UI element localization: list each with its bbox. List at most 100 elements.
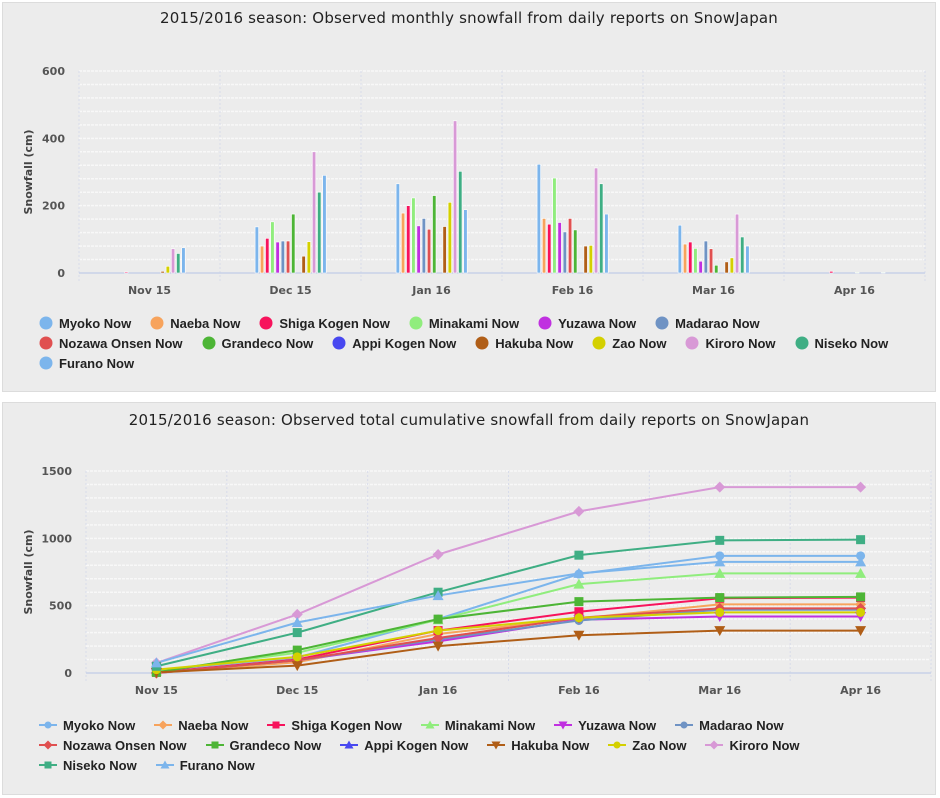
line-hakuba-now bbox=[156, 629, 861, 674]
point-furano-now bbox=[150, 657, 162, 668]
legend-marker-icon bbox=[409, 316, 423, 330]
legend-item-hakuba-now[interactable]: Hakuba Now bbox=[475, 334, 573, 352]
y-tick-label: 0 bbox=[57, 267, 65, 280]
legend-item-grandeco-now[interactable]: Grandeco Now bbox=[202, 334, 314, 352]
legend-marker-icon bbox=[272, 721, 280, 729]
legend-symbol-icon bbox=[155, 760, 174, 769]
bar-zao-now bbox=[729, 257, 734, 274]
bar-nozawa-onsen-now bbox=[285, 240, 291, 274]
legend-symbol-icon bbox=[39, 740, 57, 750]
legend-label: Kiroro Now bbox=[729, 737, 800, 753]
legend-item-minakami-now[interactable]: Minakami Now bbox=[420, 716, 535, 734]
point-zao-now bbox=[574, 613, 584, 623]
legend-symbol-icon bbox=[675, 721, 694, 729]
x-tick-label: Jan 16 bbox=[411, 284, 451, 297]
legend-symbol-icon bbox=[795, 336, 809, 350]
x-tick-label: Mar 16 bbox=[692, 284, 735, 297]
point-minakami-now bbox=[573, 578, 585, 589]
legend-item-niseko-now[interactable]: Niseko Now bbox=[795, 334, 888, 352]
x-tick-label: Apr 16 bbox=[834, 284, 875, 297]
bar-zao-now bbox=[447, 202, 452, 274]
legend-symbol-icon bbox=[409, 316, 423, 330]
point-hakuba-now bbox=[855, 626, 867, 637]
bar-furano-now bbox=[745, 245, 750, 274]
legend-item-appi-kogen-now[interactable]: Appi Kogen Now bbox=[340, 736, 468, 754]
legend-symbol-icon bbox=[39, 336, 53, 350]
bar-grandeco-now bbox=[573, 229, 578, 274]
bar-grandeco-now bbox=[291, 213, 296, 274]
legend-item-niseko-now[interactable]: Niseko Now bbox=[39, 756, 137, 774]
legend-label: Grandeco Now bbox=[221, 335, 314, 351]
legend-item-yuzawa-now[interactable]: Yuzawa Now bbox=[538, 314, 636, 332]
legend-label: Myoko Now bbox=[59, 315, 132, 331]
legend-symbol-icon bbox=[685, 336, 699, 350]
legend-label: Shiga Kogen Now bbox=[291, 717, 402, 733]
y-tick-label: 500 bbox=[49, 600, 72, 613]
x-tick-label: Feb 16 bbox=[558, 684, 600, 697]
legend-item-minakami-now[interactable]: Minakami Now bbox=[409, 314, 519, 332]
bar-naeba-now bbox=[541, 218, 547, 274]
legend-marker-icon bbox=[344, 740, 354, 749]
legend-label: Myoko Now bbox=[63, 717, 136, 733]
bar-zao-now bbox=[588, 245, 593, 274]
point-minakami-now bbox=[855, 567, 867, 578]
legend-item-shiga-kogen-now[interactable]: Shiga Kogen Now bbox=[267, 716, 402, 734]
legend-item-zao-now[interactable]: Zao Now bbox=[592, 334, 666, 352]
bar-niseko-now bbox=[458, 171, 463, 274]
bar-zao-now bbox=[306, 241, 311, 274]
legend-item-zao-now[interactable]: Zao Now bbox=[608, 736, 686, 754]
legend-label: Hakuba Now bbox=[511, 737, 590, 753]
legend-item-kiroro-now[interactable]: Kiroro Now bbox=[705, 736, 800, 754]
bar-hakuba-now bbox=[301, 255, 306, 274]
x-tick-label: Mar 16 bbox=[698, 684, 741, 697]
point-myoko-now bbox=[715, 551, 725, 561]
bar-yuzawa-now bbox=[557, 222, 562, 274]
legend-marker-icon bbox=[158, 720, 168, 730]
legend-item-yuzawa-now[interactable]: Yuzawa Now bbox=[554, 716, 656, 734]
chart-title: 2015/2016 season: Observed total cumulat… bbox=[128, 411, 810, 429]
x-tick-label: Nov 15 bbox=[135, 684, 178, 697]
bar-myoko-now bbox=[254, 226, 259, 274]
legend-label: Appi Kogen Now bbox=[352, 335, 457, 351]
bar-madarao-now bbox=[421, 218, 426, 274]
legend-item-grandeco-now[interactable]: Grandeco Now bbox=[205, 736, 321, 754]
legend-item-appi-kogen-now[interactable]: Appi Kogen Now bbox=[332, 334, 456, 352]
legend-symbol-icon bbox=[267, 721, 286, 729]
legend-item-nozawa-onsen-now[interactable]: Nozawa Onsen Now bbox=[39, 736, 187, 754]
legend-item-hakuba-now[interactable]: Hakuba Now bbox=[487, 736, 589, 754]
legend-item-myoko-now[interactable]: Myoko Now bbox=[39, 716, 135, 734]
line-kiroro-now bbox=[156, 486, 861, 664]
point-nozawa-onsen-now bbox=[432, 632, 444, 644]
legend-marker-icon bbox=[795, 336, 809, 350]
point-shiga-kogen-now bbox=[574, 607, 584, 617]
cumulative-snowfall-panel: 2015/2016 season: Observed total cumulat… bbox=[2, 402, 936, 795]
legend-item-furano-now[interactable]: Furano Now bbox=[155, 756, 255, 774]
point-furano-now bbox=[855, 556, 867, 567]
legend-marker-icon bbox=[655, 316, 669, 330]
legend-item-myoko-now[interactable]: Myoko Now bbox=[39, 314, 131, 332]
legend-label: Shiga Kogen Now bbox=[279, 315, 390, 331]
legend-item-naeba-now[interactable]: Naeba Now bbox=[150, 314, 240, 332]
legend-marker-icon bbox=[709, 740, 719, 750]
legend-marker-icon bbox=[44, 761, 52, 769]
legend-item-nozawa-onsen-now[interactable]: Nozawa Onsen Now bbox=[39, 334, 183, 352]
bar-furano-now bbox=[463, 209, 468, 274]
legend-item-naeba-now[interactable]: Naeba Now bbox=[154, 716, 248, 734]
legend-item-shiga-kogen-now[interactable]: Shiga Kogen Now bbox=[259, 314, 390, 332]
bar-kiroro-now bbox=[734, 213, 740, 274]
legend-item-madarao-now[interactable]: Madarao Now bbox=[675, 716, 784, 734]
bar-madarao-now bbox=[280, 240, 285, 274]
legend-marker-icon bbox=[39, 316, 53, 330]
legend-item-kiroro-now[interactable]: Kiroro Now bbox=[685, 334, 776, 352]
legend-item-madarao-now[interactable]: Madarao Now bbox=[655, 314, 760, 332]
bar-kiroro-now bbox=[593, 167, 599, 274]
point-kiroro-now bbox=[855, 481, 867, 493]
legend-symbol-icon bbox=[39, 356, 53, 370]
bar-kiroro-now bbox=[311, 151, 317, 274]
legend-item-furano-now[interactable]: Furano Now bbox=[39, 354, 134, 372]
line-niseko-now bbox=[156, 538, 861, 668]
point-furano-now bbox=[291, 617, 303, 627]
bar-myoko-now bbox=[536, 163, 541, 274]
bar-myoko-now bbox=[677, 224, 682, 274]
point-grandeco-now bbox=[292, 645, 302, 655]
